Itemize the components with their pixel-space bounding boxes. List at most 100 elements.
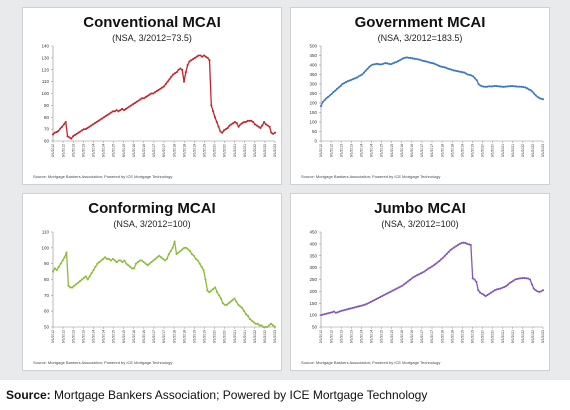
data-point — [253, 123, 257, 126]
data-point — [486, 85, 489, 88]
data-point — [231, 299, 234, 302]
data-point — [443, 254, 446, 257]
data-point — [250, 319, 253, 322]
data-point — [171, 246, 174, 249]
data-point — [508, 282, 511, 285]
data-point — [157, 88, 160, 91]
series-line — [320, 56, 544, 107]
series-line — [320, 242, 544, 316]
data-point — [412, 276, 415, 279]
data-point — [237, 125, 240, 128]
data-point — [486, 293, 489, 296]
data-point — [334, 311, 337, 314]
data-point — [134, 262, 138, 265]
data-point — [179, 249, 182, 253]
x-tick-label: 3/1/2019 — [192, 330, 196, 343]
data-point — [86, 278, 89, 281]
data-point — [386, 62, 389, 65]
data-point — [163, 259, 167, 262]
data-point — [152, 259, 155, 262]
data-point — [373, 63, 376, 66]
x-tick-label: 3/1/2019 — [192, 144, 196, 157]
data-point — [499, 287, 502, 290]
data-point — [339, 84, 342, 87]
source-label: Source: — [6, 388, 51, 402]
data-point — [115, 261, 118, 264]
data-point — [434, 63, 437, 66]
chart-subtitle: (NSA, 3/2012=100) — [113, 219, 191, 229]
data-point — [137, 99, 140, 102]
data-point — [183, 246, 186, 249]
data-point — [201, 55, 204, 58]
data-point — [357, 75, 360, 78]
chart-source-note: Source: Mortgage Bankers Association; Po… — [301, 360, 441, 365]
x-tick-label: 3/1/2018 — [172, 330, 176, 343]
data-point — [167, 253, 170, 256]
data-point — [356, 305, 360, 308]
x-tick-label: 3/1/2014 — [360, 330, 364, 343]
y-tick-label: 50 — [312, 325, 318, 330]
data-point — [442, 256, 445, 259]
data-point — [366, 67, 369, 70]
data-point — [527, 277, 530, 280]
data-point — [121, 261, 124, 264]
data-point — [327, 312, 330, 315]
data-point — [362, 71, 366, 74]
data-point — [507, 85, 511, 88]
data-point — [136, 261, 139, 264]
x-tick-label: 9/1/2020 — [491, 144, 495, 157]
y-tick-label: 350 — [309, 72, 317, 77]
data-point — [135, 100, 138, 103]
x-tick-label: 9/1/2013 — [81, 330, 85, 343]
data-point — [495, 288, 498, 291]
data-point — [115, 109, 118, 112]
data-point — [362, 304, 365, 307]
data-point — [164, 82, 167, 86]
data-point — [512, 279, 515, 282]
source-text: Mortgage Bankers Association; Powered by… — [50, 388, 428, 402]
data-point — [484, 295, 487, 298]
data-point — [395, 61, 398, 64]
data-point — [79, 130, 82, 133]
data-point — [521, 277, 524, 280]
data-point — [226, 126, 229, 129]
data-point — [353, 77, 357, 80]
data-point — [90, 124, 93, 127]
data-point — [243, 120, 246, 124]
x-tick-label: 3/1/2015 — [380, 144, 384, 157]
data-point — [258, 324, 261, 327]
data-point — [525, 87, 528, 90]
data-point — [91, 123, 95, 126]
y-tick-label: 200 — [309, 289, 317, 294]
chart-subtitle: (NSA, 3/2012=73.5) — [112, 33, 192, 43]
data-point — [202, 268, 205, 272]
data-point — [77, 281, 80, 284]
data-point — [230, 123, 233, 126]
data-point — [148, 93, 151, 96]
data-point — [364, 303, 367, 306]
x-tick-label: 3/1/2012 — [319, 144, 323, 157]
data-point — [472, 75, 475, 78]
data-point — [266, 325, 269, 329]
data-point — [393, 61, 396, 64]
data-point — [462, 241, 465, 244]
data-point — [170, 75, 173, 78]
x-tick-label: 3/1/2023 — [273, 330, 277, 343]
y-tick-label: 140 — [41, 44, 49, 49]
data-point — [139, 98, 142, 101]
data-point — [373, 298, 376, 301]
data-point — [99, 118, 102, 121]
data-point — [158, 254, 161, 257]
data-point — [221, 131, 224, 134]
data-point — [217, 125, 220, 128]
y-tick-label: 80 — [44, 115, 50, 120]
data-point — [237, 303, 240, 306]
data-point — [248, 119, 251, 122]
data-point — [221, 302, 224, 305]
data-point — [504, 285, 508, 288]
data-point — [492, 290, 495, 293]
data-point — [518, 85, 521, 88]
data-point — [192, 254, 195, 257]
data-point — [439, 65, 442, 68]
x-tick-label: 9/1/2014 — [370, 144, 374, 157]
